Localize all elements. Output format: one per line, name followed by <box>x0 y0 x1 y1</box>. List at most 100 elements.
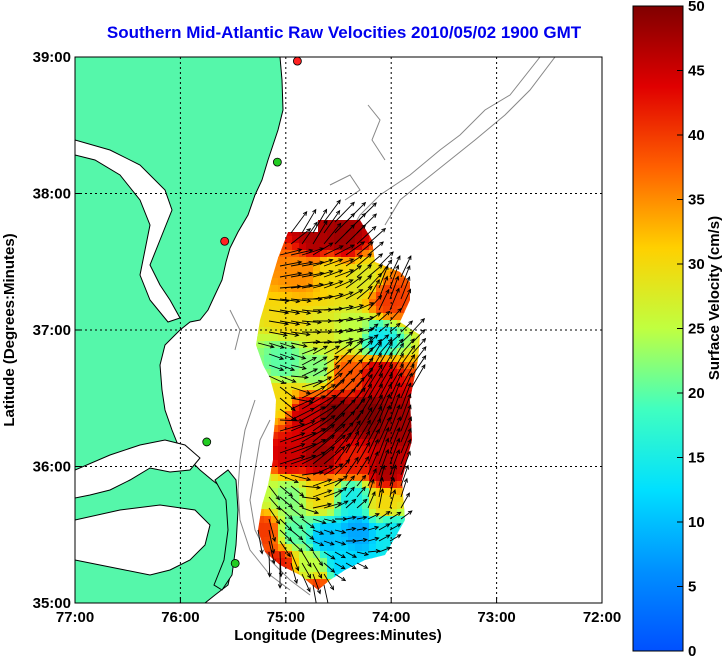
heat-cell <box>341 460 349 468</box>
heat-cell <box>327 460 335 468</box>
heat-cell <box>362 320 370 328</box>
y-tick-label: 35:00 <box>33 595 71 612</box>
heat-cell <box>369 257 377 265</box>
heat-cell <box>397 299 405 307</box>
heat-cell <box>397 432 405 440</box>
heat-cell <box>327 572 335 580</box>
heat-cell <box>362 229 370 237</box>
velocity-arrow <box>345 316 365 322</box>
heat-cell <box>369 551 377 559</box>
heat-cell <box>362 509 370 517</box>
heat-cell <box>306 565 314 573</box>
x-tick-label: 72:00 <box>583 609 621 626</box>
heat-cell <box>362 355 370 363</box>
heat-cell <box>278 418 286 426</box>
heat-cell <box>362 292 370 300</box>
heat-cell <box>292 418 300 426</box>
heat-cell <box>341 369 349 377</box>
heat-cell <box>355 383 363 391</box>
heat-cell <box>355 502 363 510</box>
heat-cell <box>348 341 356 349</box>
velocity-arrow <box>389 363 404 388</box>
heat-cell <box>278 390 286 398</box>
velocity-arrow <box>312 465 334 476</box>
heat-cell <box>369 523 377 531</box>
heat-cell <box>320 369 328 377</box>
heat-cell <box>306 355 314 363</box>
heat-cell <box>334 299 342 307</box>
heat-cell <box>285 467 293 475</box>
heat-cell <box>299 481 307 489</box>
heat-cell <box>327 369 335 377</box>
velocity-arrow <box>301 518 315 529</box>
heat-cell <box>390 481 398 489</box>
heat-cell <box>313 488 321 496</box>
heat-cell <box>341 362 349 370</box>
radar-station-marker <box>272 157 282 167</box>
heat-cell <box>383 544 391 552</box>
heat-cell <box>264 292 272 300</box>
heat-cell <box>383 537 391 545</box>
heat-cell <box>383 285 391 293</box>
velocity-arrow <box>312 376 333 388</box>
heat-cell <box>320 509 328 517</box>
heat-cell <box>292 376 300 384</box>
heat-cell <box>292 509 300 517</box>
heat-cell <box>334 502 342 510</box>
heat-cell <box>348 502 356 510</box>
heat-cell <box>306 264 314 272</box>
heat-cell <box>397 467 405 475</box>
velocity-arrow <box>345 420 361 443</box>
heat-cell <box>278 292 286 300</box>
velocity-arrow <box>378 464 386 487</box>
heat-cell <box>327 313 335 321</box>
heat-cell <box>397 453 405 461</box>
heat-cell <box>341 222 349 230</box>
heat-cell <box>306 530 314 538</box>
heat-cell <box>376 474 384 482</box>
velocity-arrow <box>411 363 426 388</box>
heat-cell <box>271 460 279 468</box>
velocity-arrow <box>400 372 413 399</box>
velocity-arrow <box>279 443 306 454</box>
velocity-arrow <box>290 331 311 337</box>
velocity-arrow <box>400 255 412 278</box>
heat-cell <box>271 551 279 559</box>
heat-cell <box>313 334 321 342</box>
heat-cell <box>397 348 405 356</box>
velocity-arrow <box>378 534 391 542</box>
velocity-arrow <box>334 529 347 534</box>
velocity-arrow <box>290 420 316 432</box>
heat-cell <box>341 299 349 307</box>
heat-cell <box>355 467 363 475</box>
heat-cell <box>334 439 342 447</box>
velocity-arrow <box>356 302 375 311</box>
heat-cell <box>355 551 363 559</box>
heat-cell <box>313 278 321 286</box>
velocity-arrow <box>400 353 416 377</box>
heat-cell <box>292 264 300 272</box>
velocity-arrow <box>323 258 344 267</box>
velocity-arrow <box>367 253 384 267</box>
heat-cell <box>334 474 342 482</box>
heat-cell <box>292 467 300 475</box>
heat-cell <box>313 411 321 419</box>
velocity-arrow <box>268 331 288 337</box>
velocity-arrow <box>334 540 347 546</box>
heat-cell <box>369 320 377 328</box>
heat-cell <box>369 453 377 461</box>
heat-cell <box>355 306 363 314</box>
velocity-arrow <box>378 352 393 377</box>
velocity-arrow <box>400 477 408 498</box>
velocity-arrow <box>312 242 334 256</box>
heat-cell <box>306 236 314 244</box>
velocity-arrow <box>356 407 373 432</box>
velocity-arrow <box>345 265 363 278</box>
heat-cell <box>390 446 398 454</box>
velocity-arrow <box>323 529 335 535</box>
heat-cell <box>285 292 293 300</box>
heat-cell <box>306 488 314 496</box>
heat-cell <box>355 271 363 279</box>
velocity-arrow <box>367 450 379 476</box>
